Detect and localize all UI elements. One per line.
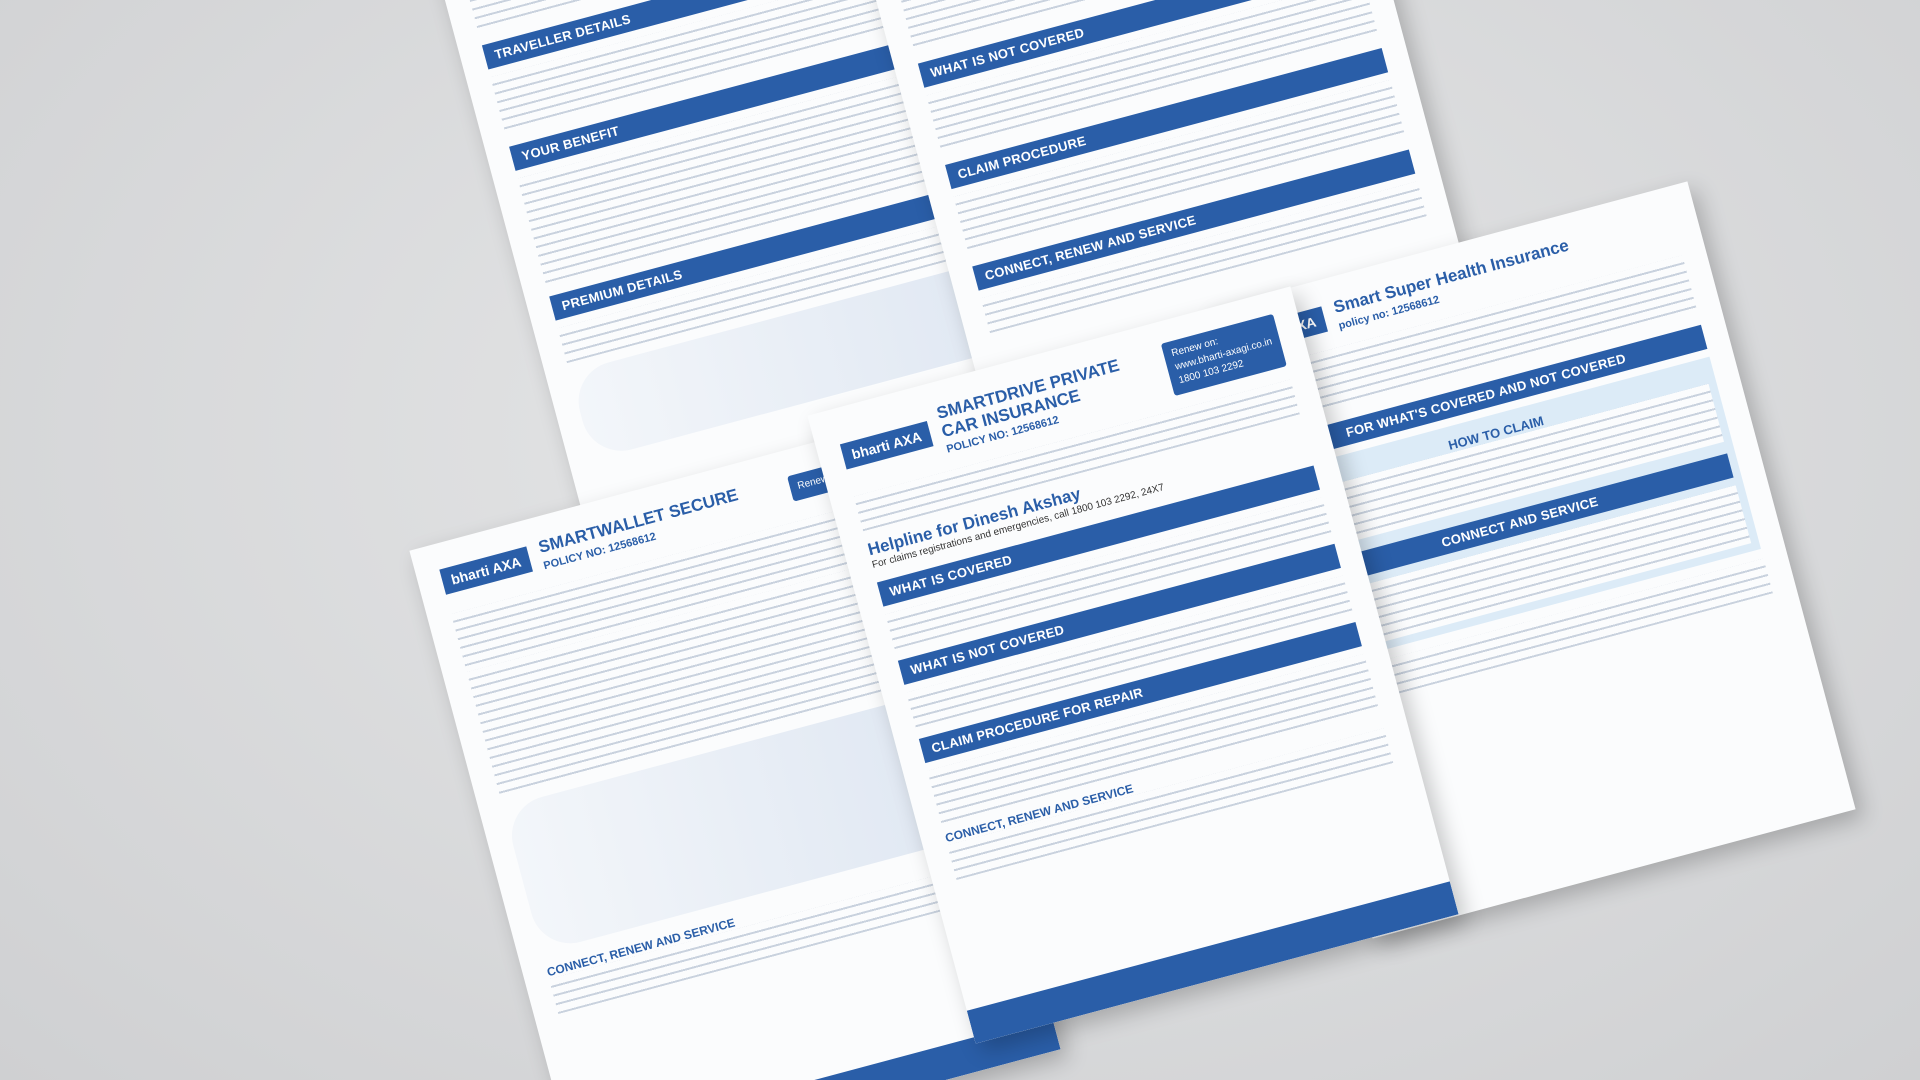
renew-box: Renew on: www.bharti-axagi.co.in 1800 10… [1160,313,1287,397]
logo: bharti AXA [439,546,533,595]
footer [966,881,1459,1044]
logo: bharti AXA [839,421,934,470]
